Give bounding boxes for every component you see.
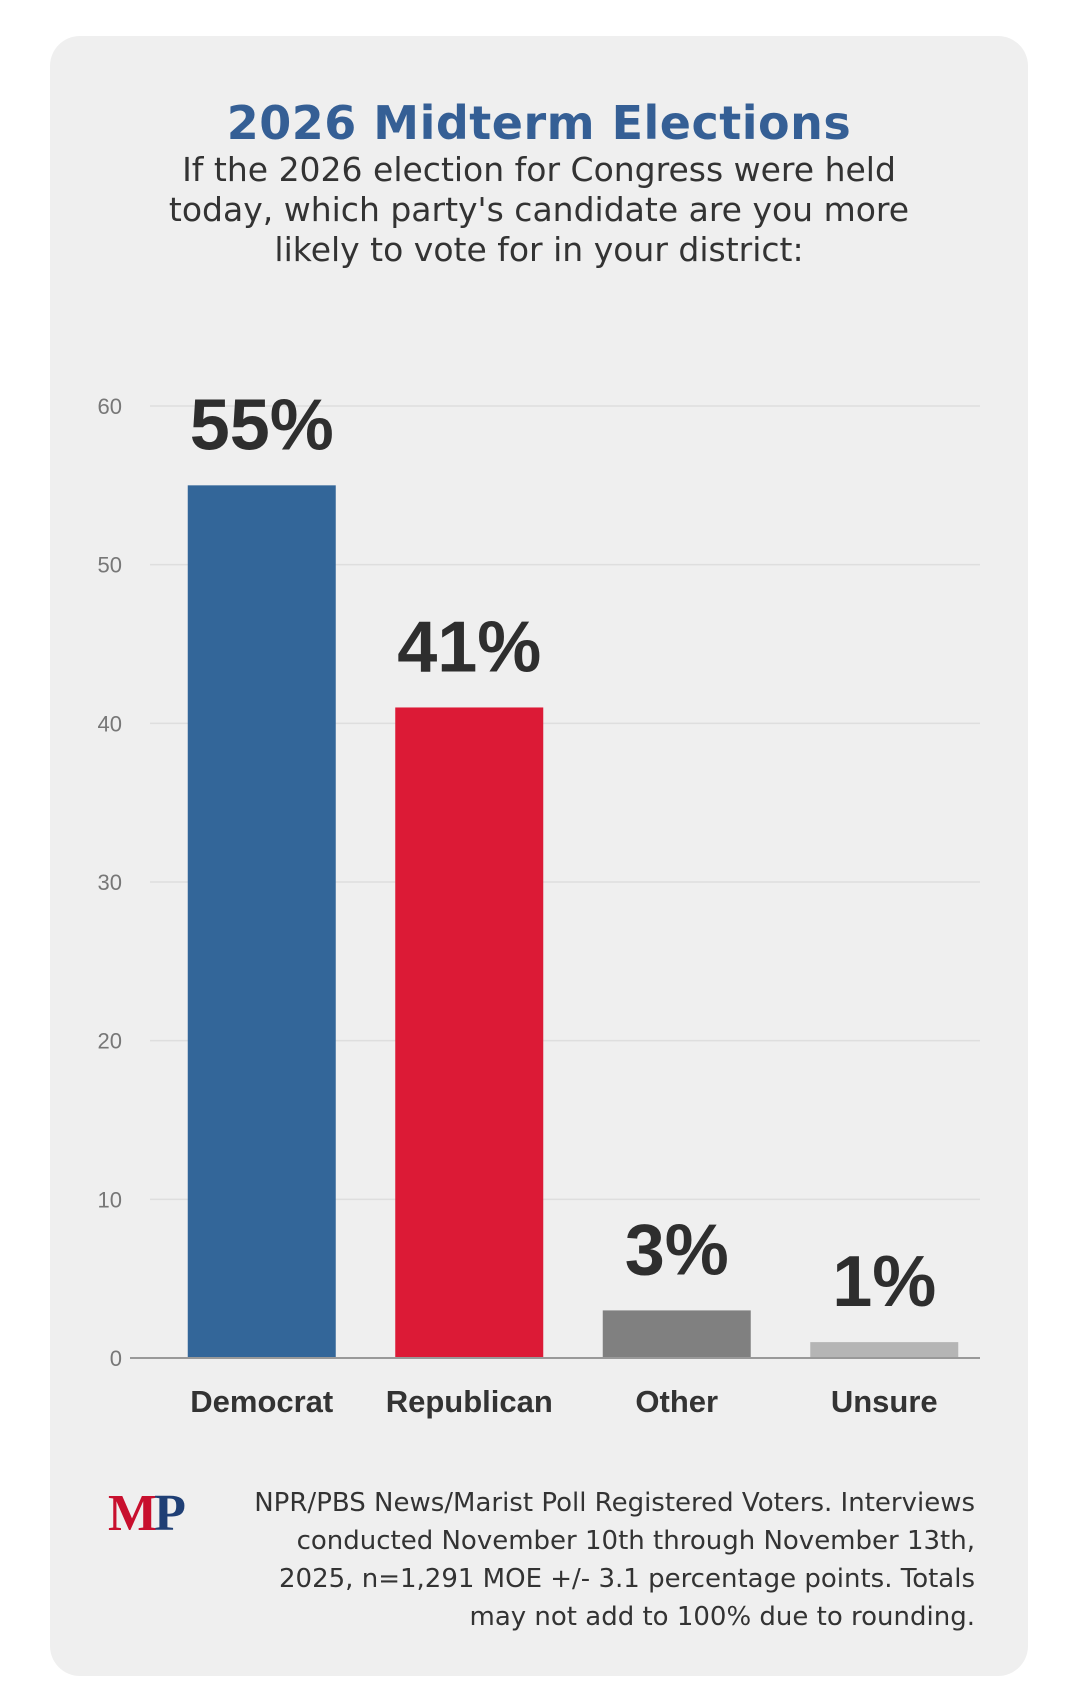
y-tick-label: 20 [98, 1029, 122, 1054]
y-tick-label: 50 [98, 553, 122, 578]
marist-poll-logo: MP [108, 1485, 186, 1542]
y-tick-label: 60 [98, 394, 122, 419]
value-labels: 55% 41% 3% 1% [190, 385, 937, 1322]
bar-chart: 0 10 20 30 40 50 60 55% 41% 3% 1% Democrat Republi… [98, 385, 980, 1419]
category-labels: Democrat Republican Other Unsure [190, 1384, 937, 1419]
y-axis-ticks: 0 10 20 30 40 50 60 [98, 394, 122, 1371]
y-tick-label: 30 [98, 870, 122, 895]
bar-republican [395, 707, 544, 1358]
value-label-democrat: 55% [190, 385, 334, 465]
chart-title: 2026 Midterm Elections [226, 96, 852, 150]
value-label-republican: 41% [397, 607, 541, 687]
y-tick-label: 0 [110, 1346, 122, 1371]
chart-card: 2026 Midterm Elections If the 2026 elect… [50, 36, 1028, 1676]
source-note: NPR/PBS News/Marist Poll Registered Vote… [254, 1488, 975, 1632]
chart-subtitle: If the 2026 election for Congress were h… [168, 150, 910, 269]
bar-democrat [187, 485, 336, 1358]
category-label-other: Other [635, 1384, 718, 1419]
category-label-unsure: Unsure [831, 1384, 938, 1419]
category-label-republican: Republican [386, 1384, 553, 1419]
bars [187, 485, 959, 1358]
y-tick-label: 10 [98, 1187, 122, 1212]
value-label-unsure: 1% [832, 1242, 936, 1322]
category-label-democrat: Democrat [190, 1384, 333, 1419]
bar-other [602, 1310, 751, 1358]
value-label-other: 3% [625, 1210, 729, 1290]
y-tick-label: 40 [98, 711, 122, 736]
bar-unsure [810, 1342, 959, 1358]
